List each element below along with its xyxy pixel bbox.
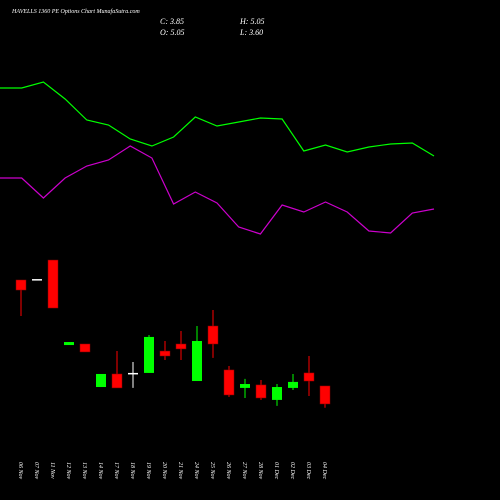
x-tick-label: 19 Nov xyxy=(145,462,151,480)
candle-body xyxy=(64,342,74,346)
candle-body xyxy=(128,372,138,375)
ohlc-label: L: 3.60 xyxy=(239,28,263,37)
candle-body xyxy=(15,279,27,291)
candle-body xyxy=(144,336,154,373)
candle-body xyxy=(175,343,187,350)
candle-body xyxy=(47,259,59,309)
candle-body xyxy=(159,350,171,357)
x-tick-label: 26 Nov xyxy=(225,462,231,480)
x-tick-label: 07 Nov xyxy=(33,462,39,480)
x-tick-label: 06 Nov xyxy=(17,462,23,480)
x-tick-label: 21 Nov xyxy=(177,462,183,480)
candle-body xyxy=(207,325,219,345)
x-tick-label: 28 Nov xyxy=(257,462,263,480)
candle-body xyxy=(303,372,315,382)
x-tick-label: 17 Nov xyxy=(113,462,119,480)
ohlc-label: C: 3.85 xyxy=(160,17,184,26)
candle-body xyxy=(240,384,250,388)
candle-body xyxy=(223,369,235,396)
x-tick-label: 03 Dec xyxy=(305,462,311,479)
candle-body xyxy=(319,385,331,405)
indicator-line xyxy=(0,145,435,235)
x-tick-label: 02 Dec xyxy=(289,462,295,479)
x-tick-label: 14 Nov xyxy=(97,462,104,480)
candle-body xyxy=(255,384,267,399)
chart-title: HAVELLS 1360 PE Options Chart MunafaSutr… xyxy=(11,8,140,15)
candle-body xyxy=(96,373,106,388)
candle-body xyxy=(288,381,298,388)
candle-body xyxy=(192,340,202,382)
candle-body xyxy=(111,373,123,389)
indicator-line xyxy=(0,81,435,157)
candle-body xyxy=(32,279,42,281)
x-tick-label: 24 Nov xyxy=(193,462,200,480)
x-tick-label: 27 Nov xyxy=(241,462,247,480)
ohlc-label: O: 5.05 xyxy=(160,28,184,37)
candle-body xyxy=(272,387,282,400)
x-tick-label: 25 Nov xyxy=(209,462,215,480)
x-tick-label: 20 Nov xyxy=(161,462,167,480)
x-tick-label: 11 Nov xyxy=(49,462,55,479)
x-tick-label: 01 Dec xyxy=(273,462,279,479)
x-tick-label: 04 Dec xyxy=(321,462,328,479)
ohlc-label: H: 5.05 xyxy=(239,17,264,26)
x-tick-label: 18 Nov xyxy=(129,462,135,480)
x-tick-label: 13 Nov xyxy=(81,462,87,480)
x-tick-label: 12 Nov xyxy=(65,462,71,480)
candle-body xyxy=(79,343,91,353)
